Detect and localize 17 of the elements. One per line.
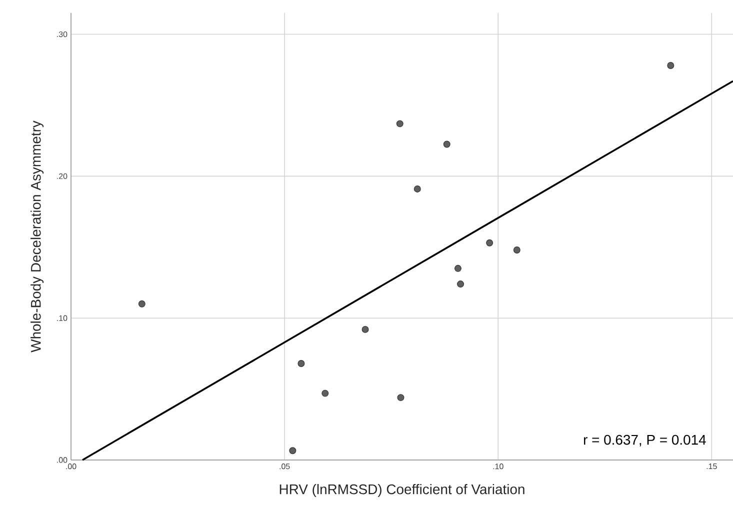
point bbox=[443, 140, 450, 148]
point bbox=[414, 185, 421, 192]
point bbox=[513, 246, 520, 254]
point bbox=[298, 360, 305, 367]
point bbox=[454, 264, 462, 272]
point bbox=[396, 120, 404, 128]
y-axis-title: Whole-Body Deceleration Asymmetry bbox=[30, 120, 44, 352]
annotation: r = 0.637, P = 0.014 bbox=[584, 434, 706, 446]
point bbox=[397, 394, 404, 402]
point bbox=[138, 300, 146, 308]
x-axis-title: HRV (lnRMSSD) Coefficient of Variation bbox=[280, 484, 524, 497]
point bbox=[457, 280, 464, 288]
point bbox=[362, 326, 369, 333]
point bbox=[322, 390, 329, 397]
point bbox=[486, 239, 494, 246]
point bbox=[667, 62, 674, 69]
point bbox=[289, 447, 296, 454]
